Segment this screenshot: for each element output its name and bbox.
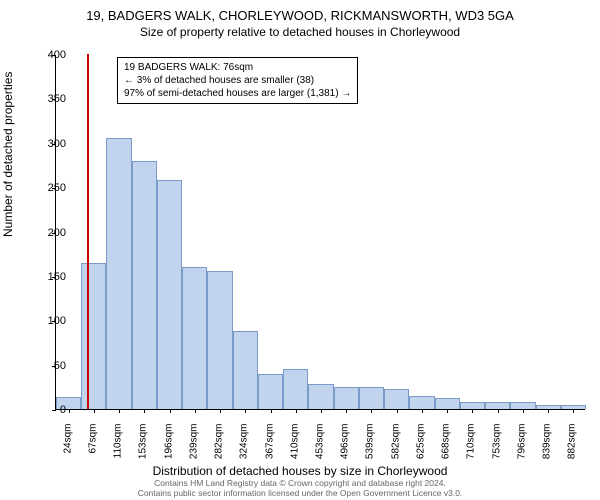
title-sub: Size of property relative to detached ho…: [0, 23, 600, 39]
y-tick-label: 250: [26, 182, 66, 194]
info-line-3: 97% of semi-detached houses are larger (…: [124, 87, 351, 100]
x-tick-label: 668sqm: [441, 424, 452, 469]
x-tick-label: 882sqm: [567, 424, 578, 469]
histogram-bar: [308, 384, 333, 409]
histogram-bar: [359, 387, 384, 409]
title-main: 19, BADGERS WALK, CHORLEYWOOD, RICKMANSW…: [0, 0, 600, 23]
histogram-bar: [81, 263, 106, 409]
x-tick-mark: [94, 409, 95, 413]
x-tick-label: 539sqm: [365, 424, 376, 469]
x-tick-label: 239sqm: [188, 424, 199, 469]
histogram-bar: [283, 369, 308, 409]
x-tick-mark: [548, 409, 549, 413]
histogram-bar: [132, 161, 157, 410]
x-tick-mark: [498, 409, 499, 413]
x-tick-mark: [346, 409, 347, 413]
x-tick-mark: [170, 409, 171, 413]
histogram-bar: [435, 398, 460, 409]
histogram-bar: [258, 374, 283, 410]
x-tick-label: 753sqm: [491, 424, 502, 469]
x-tick-label: 324sqm: [239, 424, 250, 469]
x-tick-label: 196sqm: [163, 424, 174, 469]
x-tick-label: 153sqm: [138, 424, 149, 469]
x-tick-mark: [296, 409, 297, 413]
y-tick-label: 50: [26, 360, 66, 372]
x-tick-mark: [472, 409, 473, 413]
x-tick-label: 625sqm: [415, 424, 426, 469]
histogram-bar: [460, 402, 485, 409]
info-line-2: ← 3% of detached houses are smaller (38): [124, 74, 351, 87]
x-tick-mark: [220, 409, 221, 413]
x-tick-mark: [195, 409, 196, 413]
histogram-bar: [207, 271, 232, 409]
y-tick-label: 300: [26, 138, 66, 150]
x-tick-mark: [321, 409, 322, 413]
x-tick-label: 496sqm: [340, 424, 351, 469]
property-marker-line: [87, 54, 89, 409]
x-tick-label: 710sqm: [466, 424, 477, 469]
x-tick-mark: [371, 409, 372, 413]
x-tick-label: 67sqm: [87, 424, 98, 469]
y-tick-label: 150: [26, 271, 66, 283]
x-tick-mark: [422, 409, 423, 413]
y-tick-label: 100: [26, 315, 66, 327]
y-tick-label: 200: [26, 227, 66, 239]
footer: Contains HM Land Registry data © Crown c…: [0, 478, 600, 498]
x-tick-label: 24sqm: [62, 424, 73, 469]
x-tick-mark: [245, 409, 246, 413]
x-tick-label: 367sqm: [264, 424, 275, 469]
histogram-bar: [409, 396, 434, 409]
x-tick-mark: [573, 409, 574, 413]
histogram-bar: [157, 180, 182, 409]
info-box: 19 BADGERS WALK: 76sqm ← 3% of detached …: [117, 57, 358, 104]
histogram-bar: [182, 267, 207, 409]
footer-line-2: Contains public sector information licen…: [0, 488, 600, 498]
y-axis-label: Number of detached properties: [1, 72, 15, 237]
y-tick-label: 350: [26, 93, 66, 105]
chart-area: 19 BADGERS WALK: 76sqm ← 3% of detached …: [55, 55, 585, 410]
x-tick-label: 453sqm: [315, 424, 326, 469]
x-tick-mark: [523, 409, 524, 413]
x-tick-mark: [69, 409, 70, 413]
histogram-bar: [106, 138, 131, 409]
y-tick-label: 0: [26, 404, 66, 416]
x-tick-label: 839sqm: [542, 424, 553, 469]
histogram-bar: [384, 389, 409, 409]
x-tick-label: 110sqm: [113, 424, 124, 469]
histogram-bar: [485, 402, 510, 409]
histogram-plot: [55, 55, 585, 410]
x-tick-mark: [397, 409, 398, 413]
x-tick-label: 410sqm: [289, 424, 300, 469]
x-tick-mark: [447, 409, 448, 413]
x-tick-mark: [144, 409, 145, 413]
footer-line-1: Contains HM Land Registry data © Crown c…: [0, 478, 600, 488]
x-tick-label: 282sqm: [214, 424, 225, 469]
x-tick-label: 796sqm: [516, 424, 527, 469]
x-tick-label: 582sqm: [390, 424, 401, 469]
x-tick-mark: [271, 409, 272, 413]
histogram-bar: [510, 402, 535, 409]
histogram-bar: [334, 387, 359, 409]
x-tick-mark: [119, 409, 120, 413]
info-line-1: 19 BADGERS WALK: 76sqm: [124, 61, 351, 74]
histogram-bar: [233, 331, 258, 409]
y-tick-label: 400: [26, 49, 66, 61]
